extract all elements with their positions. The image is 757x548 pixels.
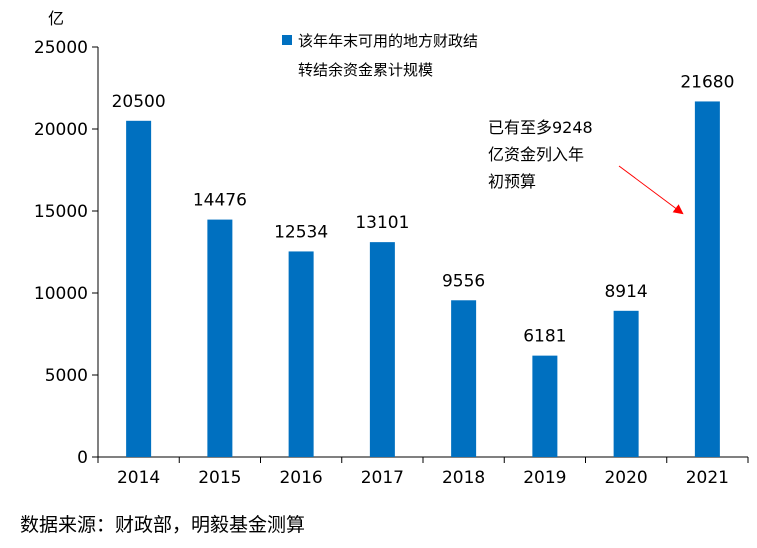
y-tick-label: 10000 [34, 284, 88, 304]
data-label: 14476 [193, 191, 247, 211]
bar [451, 300, 477, 457]
annotation: 已有至多9248 亿资金列入年 初预算 [488, 118, 684, 215]
bar [613, 310, 639, 457]
legend-text-line1: 该年年末可用的地方财政结 [298, 32, 478, 50]
x-tick-label: 2020 [604, 468, 647, 488]
y-axis-unit-label: 亿 [48, 9, 64, 28]
legend-swatch [282, 35, 292, 45]
y-tick-label: 0 [77, 448, 88, 468]
data-label: 8914 [604, 282, 647, 302]
data-label: 12534 [274, 222, 328, 242]
data-label: 21680 [680, 72, 734, 92]
y-tick-label: 5000 [45, 366, 88, 386]
data-label: 6181 [523, 327, 566, 347]
bar [126, 120, 152, 458]
y-tick-label: 20000 [34, 120, 88, 140]
legend: 该年年末可用的地方财政结 转结余资金累计规模 [282, 32, 478, 79]
bar [369, 242, 395, 457]
x-tick-label: 2021 [686, 468, 729, 488]
annotation-line-3: 初预算 [488, 172, 536, 191]
annotation-line-1: 已有至多9248 [488, 118, 593, 137]
bar-series [126, 101, 720, 458]
data-label: 9556 [442, 271, 485, 291]
x-tick-label: 2019 [523, 468, 566, 488]
bar [694, 101, 720, 457]
x-tick-label: 2014 [117, 468, 160, 488]
y-tick-label: 15000 [34, 202, 88, 222]
bar [207, 219, 233, 457]
x-tick-label: 2015 [198, 468, 241, 488]
bar [532, 355, 558, 457]
annotation-arrow [618, 165, 684, 215]
x-axis: 2014 2015 2016 2017 2018 2019 2020 2021 [97, 456, 749, 488]
bar [288, 251, 314, 457]
source-note: 数据来源：财政部，明毅基金测算 [20, 514, 306, 536]
x-tick-label: 2017 [361, 468, 404, 488]
chart: 亿 0 5000 10000 15000 20000 25000 2014 2015 2016… [34, 9, 749, 488]
x-tick-label: 2016 [279, 468, 322, 488]
y-axis: 0 5000 10000 15000 20000 25000 [34, 38, 99, 468]
annotation-line-2: 亿资金列入年 [488, 145, 584, 164]
data-label: 20500 [112, 92, 166, 112]
legend-text-line2: 转结余资金累计规模 [298, 61, 433, 79]
x-tick-label: 2018 [442, 468, 485, 488]
y-tick-label: 25000 [34, 38, 88, 58]
data-label: 13101 [355, 213, 409, 233]
data-labels: 20500 14476 12534 13101 9556 6181 8914 21680 [112, 72, 735, 346]
